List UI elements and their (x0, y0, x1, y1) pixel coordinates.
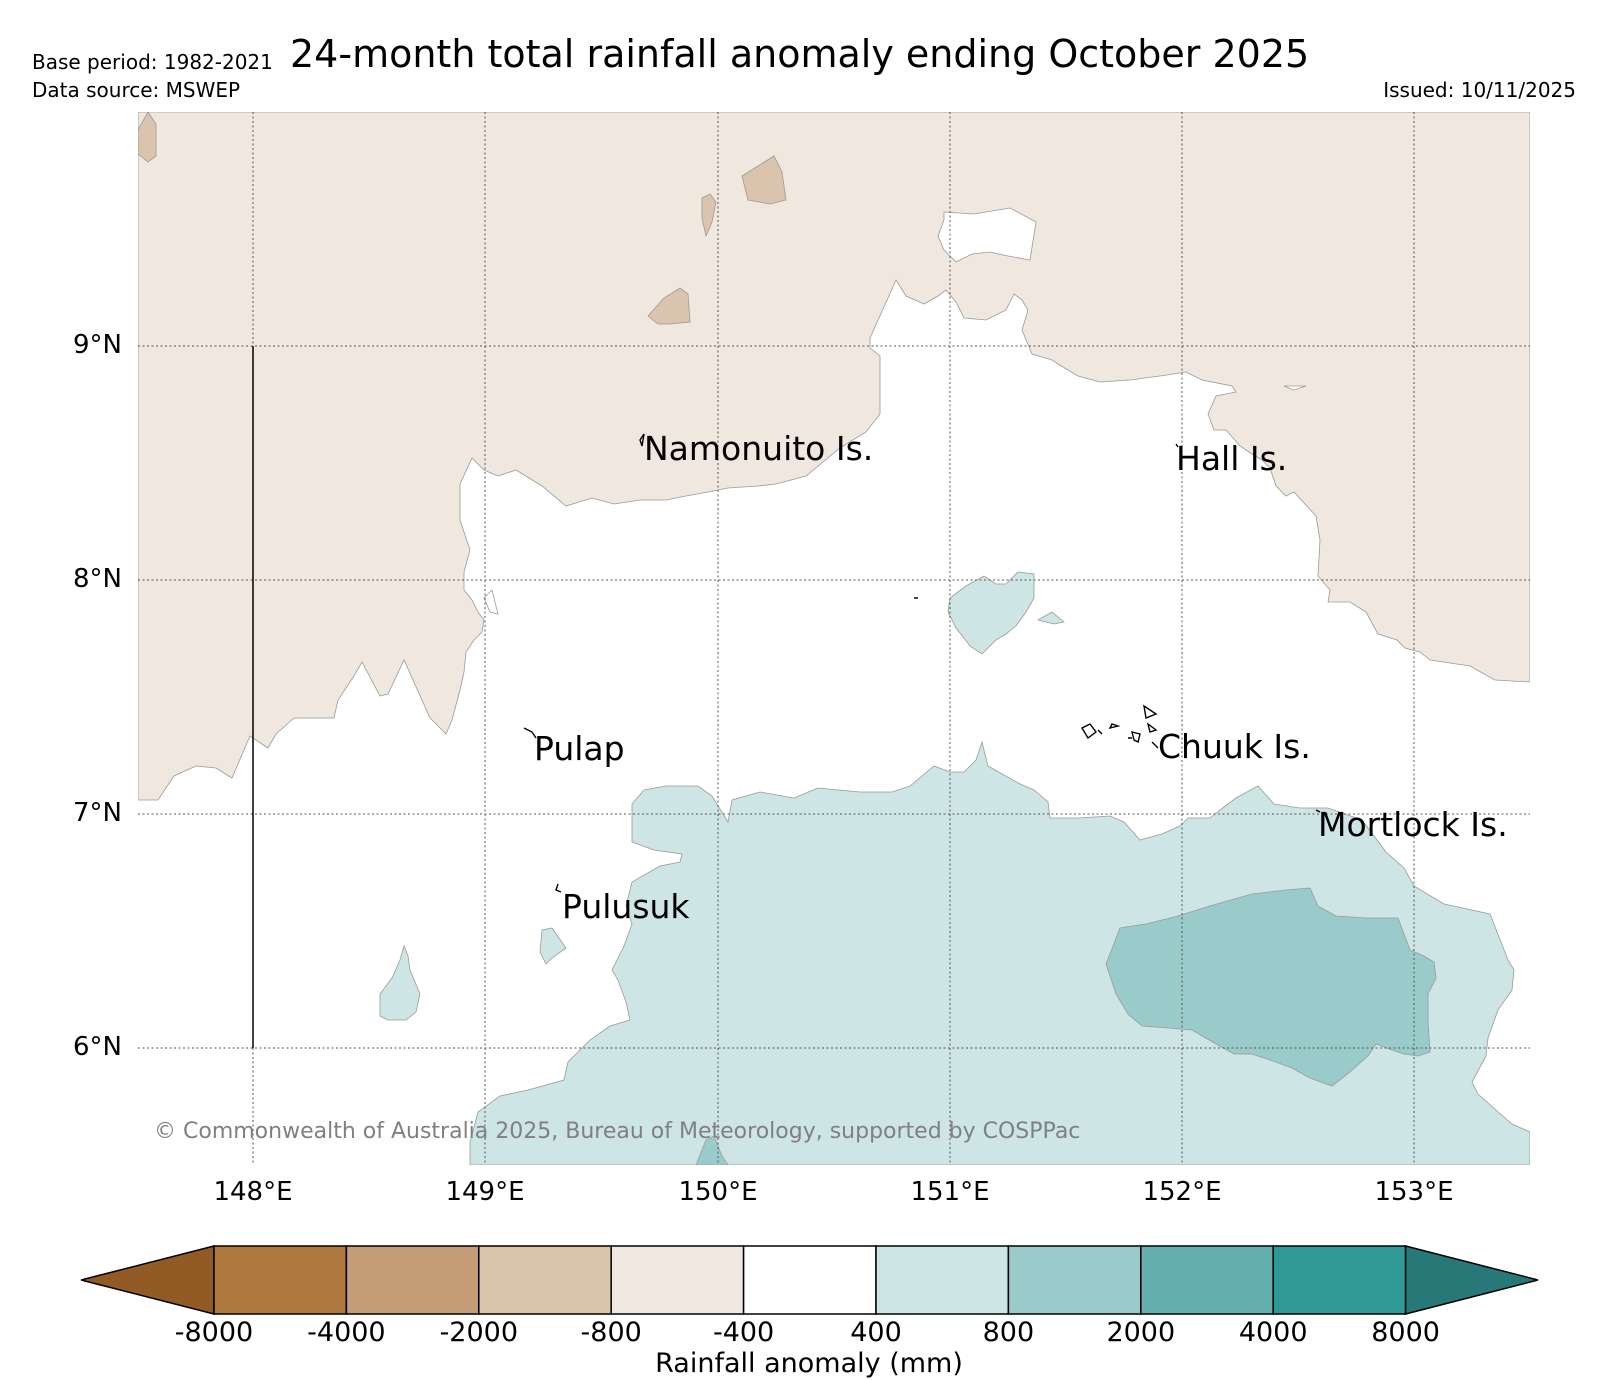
lat-label: 8°N (73, 564, 122, 594)
place-label-mortlock: Mortlock Is. (1318, 805, 1508, 844)
colorbar-tick-label: -4000 (307, 1317, 385, 1348)
colorbar-swatch (1140, 1245, 1274, 1315)
lon-label: 150°E (678, 1177, 757, 1207)
strong-wet-region (1105, 887, 1437, 1087)
place-label-pulap: Pulap (534, 729, 625, 768)
lon-label: 149°E (445, 1177, 524, 1207)
moderate-dry-patch (701, 193, 717, 238)
colorbar-tick-label: 400 (850, 1317, 902, 1348)
moderate-dry-patch (647, 287, 691, 325)
chart-title: 24-month total rainfall anomaly ending O… (290, 32, 1310, 76)
colorbar-swatch (345, 1245, 480, 1315)
latitude-labels: 9°N 8°N 7°N 6°N (73, 330, 122, 1062)
wet-anomaly-patch (947, 571, 1035, 655)
colorbar-swatch (1007, 1245, 1142, 1315)
lat-label: 6°N (73, 1032, 122, 1062)
base-period-note: Base period: 1982-2021 (32, 50, 273, 74)
colorbar-swatch (478, 1245, 612, 1315)
place-label-chuuk: Chuuk Is. (1158, 727, 1311, 766)
lon-label: 152°E (1142, 1177, 1221, 1207)
colorbar-swatch (742, 1245, 877, 1315)
near-normal-patch (483, 589, 499, 615)
colorbar-tick-label: -400 (713, 1317, 774, 1348)
colorbar-swatch (1272, 1245, 1407, 1315)
copyright-notice: © Commonwealth of Australia 2025, Bureau… (154, 1119, 1080, 1144)
colorbar-swatch (213, 1245, 348, 1315)
colorbar-tick-label: 8000 (1371, 1317, 1440, 1348)
pulap-island-outline (523, 727, 537, 739)
near-normal-patch (937, 207, 1037, 263)
place-labels: Namonuito Is. Hall Is. Pulap Chuuk Is. M… (534, 429, 1508, 926)
colorbar-tick-label: -8000 (175, 1317, 253, 1348)
lon-label: 153°E (1374, 1177, 1453, 1207)
chuuk-lagoon-islands (1081, 704, 1159, 749)
moderate-dry-patch (138, 112, 157, 163)
place-label-namonuito: Namonuito Is. (644, 429, 873, 468)
place-label-hall: Hall Is. (1176, 439, 1287, 478)
island-outlines (523, 433, 1321, 893)
issued-date: Issued: 10/11/2025 (1383, 78, 1576, 102)
lon-label: 148°E (213, 1177, 292, 1207)
colorbar-tick-label: 4000 (1239, 1317, 1308, 1348)
near-normal-patch (1283, 385, 1307, 391)
strong-wet-patch (695, 1135, 729, 1165)
colorbar-axis-label: Rainfall anomaly (mm) (655, 1348, 963, 1379)
colorbar-tick-label: 800 (983, 1317, 1035, 1348)
colorbar-ticks: -8000 -4000 -2000 -800 -400 400 800 2000… (175, 1317, 1440, 1379)
moderate-dry-patch (741, 155, 787, 205)
place-label-pulusuk: Pulusuk (562, 887, 690, 926)
colorbar-extend-low (80, 1245, 215, 1315)
namonuito-island-outline (639, 433, 645, 447)
data-source-note: Data source: MSWEP (32, 78, 241, 102)
colorbar-swatch (610, 1245, 745, 1315)
lat-label: 9°N (73, 330, 122, 360)
lon-label: 151°E (910, 1177, 989, 1207)
mortlock-island-outline (1315, 809, 1321, 813)
pulusuk-island-outline (555, 883, 562, 893)
colorbar-tick-label: 2000 (1106, 1317, 1175, 1348)
wet-anomaly-patch (1036, 611, 1065, 625)
colorbar-extend-high (1404, 1245, 1539, 1315)
colorbar-tick-label: -800 (581, 1317, 642, 1348)
wet-anomaly-patch (539, 927, 567, 965)
lat-label: 7°N (73, 798, 122, 828)
wet-anomaly-region (469, 740, 1530, 1165)
longitude-labels: 148°E 149°E 150°E 151°E 152°E 153°E (213, 1177, 1453, 1207)
colorbar-swatch (875, 1245, 1010, 1315)
wet-anomaly-patch (379, 944, 421, 1021)
colorbar (80, 1245, 1539, 1315)
hall-island-outline (1175, 443, 1179, 448)
map-area (138, 112, 1530, 1165)
colorbar-tick-label: -2000 (440, 1317, 518, 1348)
